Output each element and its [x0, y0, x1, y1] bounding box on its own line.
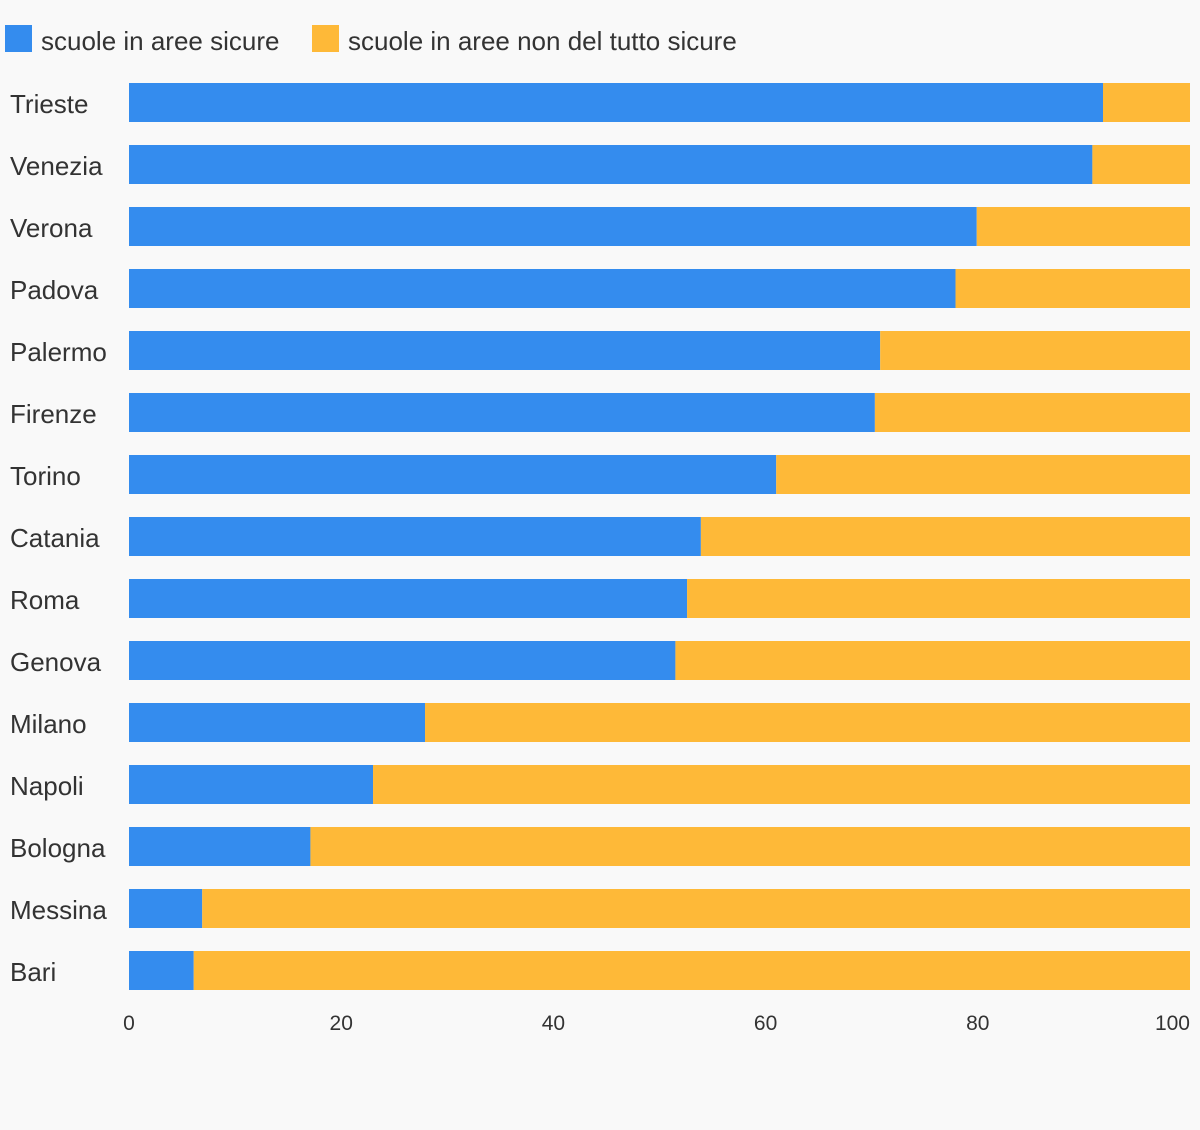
legend-label: scuole in aree non del tutto sicure [348, 26, 737, 56]
category-label: Genova [10, 647, 102, 677]
bar-segment [129, 641, 676, 680]
bar-segment [976, 207, 1190, 246]
bar-segment [129, 951, 194, 990]
category-label: Bari [10, 957, 56, 987]
bar-segment [425, 703, 1190, 742]
bar-segment [129, 207, 977, 246]
category-label: Bologna [10, 833, 106, 863]
bar-segment [1102, 83, 1190, 122]
bar-segment [129, 83, 1103, 122]
bar-segment [687, 579, 1190, 618]
bar-segment [874, 393, 1190, 432]
bar-segment [310, 827, 1190, 866]
bar-segment [129, 269, 956, 308]
bar-segment [129, 889, 203, 928]
legend-label: scuole in aree sicure [41, 26, 279, 56]
bar-segment [129, 579, 688, 618]
category-label: Verona [10, 213, 93, 243]
bar-segment [880, 331, 1190, 370]
x-tick-label: 0 [123, 1012, 135, 1035]
bar-segment [675, 641, 1190, 680]
category-label: Trieste [10, 89, 89, 119]
category-label: Firenze [10, 399, 97, 429]
category-label: Napoli [10, 771, 84, 801]
bar-segment [129, 765, 374, 804]
x-axis: 0 20 40 60 80 100 [123, 1012, 1190, 1035]
bar-segment [202, 889, 1191, 928]
bar-segment [193, 951, 1190, 990]
x-tick-label: 20 [330, 1012, 353, 1035]
bar-segment [129, 517, 701, 556]
category-label: Catania [10, 523, 100, 553]
bar-segment [776, 455, 1190, 494]
category-label: Messina [10, 895, 107, 925]
x-tick-label: 40 [542, 1012, 565, 1035]
category-label: Venezia [10, 151, 103, 181]
category-label: Palermo [10, 337, 107, 367]
bar-segment [700, 517, 1190, 556]
x-tick-label: 100 [1155, 1012, 1190, 1035]
bar-segment [129, 455, 777, 494]
category-label: Milano [10, 709, 87, 739]
x-tick-label: 60 [754, 1012, 777, 1035]
legend-swatch [5, 25, 32, 52]
bars [129, 83, 1191, 990]
bar-segment [129, 331, 881, 370]
category-label: Padova [10, 275, 99, 305]
bar-segment [129, 827, 311, 866]
category-labels: Trieste Venezia Verona Padova Palermo Firenze… [10, 89, 107, 987]
category-label: Torino [10, 461, 81, 491]
bar-segment [129, 145, 1093, 184]
category-label: Roma [10, 585, 80, 615]
legend-swatch [312, 25, 339, 52]
bar-segment [955, 269, 1190, 308]
bar-segment [1092, 145, 1190, 184]
bar-segment [373, 765, 1190, 804]
bar-segment [129, 393, 875, 432]
legend: scuole in aree sicure scuole in aree non … [5, 25, 737, 56]
x-tick-label: 80 [966, 1012, 989, 1035]
bar-segment [129, 703, 426, 742]
